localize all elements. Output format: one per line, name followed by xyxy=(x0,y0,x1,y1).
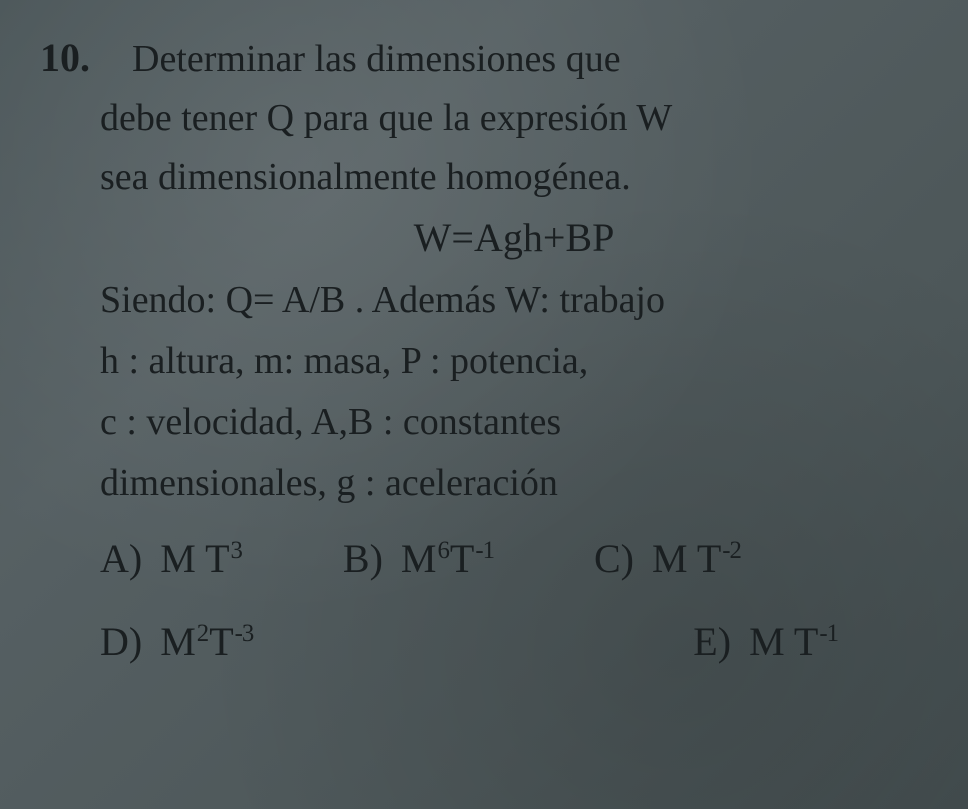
choice-A-label: A) xyxy=(100,535,142,582)
choice-B: B) M6T-1 xyxy=(343,535,494,582)
stem-line-3: sea dimensionalmente homogénea. xyxy=(40,149,928,206)
choice-E-base: M T xyxy=(749,618,818,665)
choice-B-label: B) xyxy=(343,535,383,582)
choice-D-mid: T xyxy=(209,618,233,665)
choice-B-exp2: -1 xyxy=(475,537,494,565)
choice-E-exp: -1 xyxy=(819,620,838,648)
choice-D-exp1: 2 xyxy=(197,620,209,648)
choice-A: A) M T3 xyxy=(100,535,243,582)
question-number: 10. xyxy=(40,28,90,88)
given-line-2: h : altura, m: masa, P : potencia, xyxy=(40,332,928,391)
choice-D-exp2: -3 xyxy=(235,620,254,648)
choice-B-base: M xyxy=(401,535,437,582)
stem-line-2: debe tener Q para que la expresión W xyxy=(40,90,928,147)
choice-C-base: M T xyxy=(652,535,721,582)
choice-A-base: M T xyxy=(160,535,229,582)
choice-D-label: D) xyxy=(100,618,142,665)
choice-row-2: D) M2T-3 E) M T-1 xyxy=(100,618,928,665)
given-line-4: dimensionales, g : aceleración xyxy=(40,454,928,513)
physics-problem: 10. Determinar las dimensiones que debe … xyxy=(40,28,928,665)
choice-E: E) M T-1 xyxy=(693,618,838,665)
choice-B-mid: T xyxy=(450,535,474,582)
stem-line-1: 10. Determinar las dimensiones que xyxy=(40,28,928,88)
choice-A-exp: 3 xyxy=(231,537,243,565)
given-line-1: Siendo: Q= A/B . Además W: trabajo xyxy=(40,271,928,330)
equation: W=Agh+BP xyxy=(40,214,928,261)
choice-C-exp: -2 xyxy=(722,537,741,565)
stem-text-1: Determinar las dimensiones que xyxy=(132,31,621,88)
choice-B-exp1: 6 xyxy=(437,537,449,565)
choice-E-label: E) xyxy=(693,618,731,665)
choice-D-base: M xyxy=(160,618,196,665)
choice-C: C) M T-2 xyxy=(594,535,741,582)
choice-C-label: C) xyxy=(594,535,634,582)
answer-choices: A) M T3 B) M6T-1 C) M T-2 D) M2T-3 E) M … xyxy=(40,535,928,665)
choice-D: D) M2T-3 xyxy=(100,618,253,665)
given-line-3: c : velocidad, A,B : constantes xyxy=(40,393,928,452)
choice-row-1: A) M T3 B) M6T-1 C) M T-2 xyxy=(100,535,928,582)
